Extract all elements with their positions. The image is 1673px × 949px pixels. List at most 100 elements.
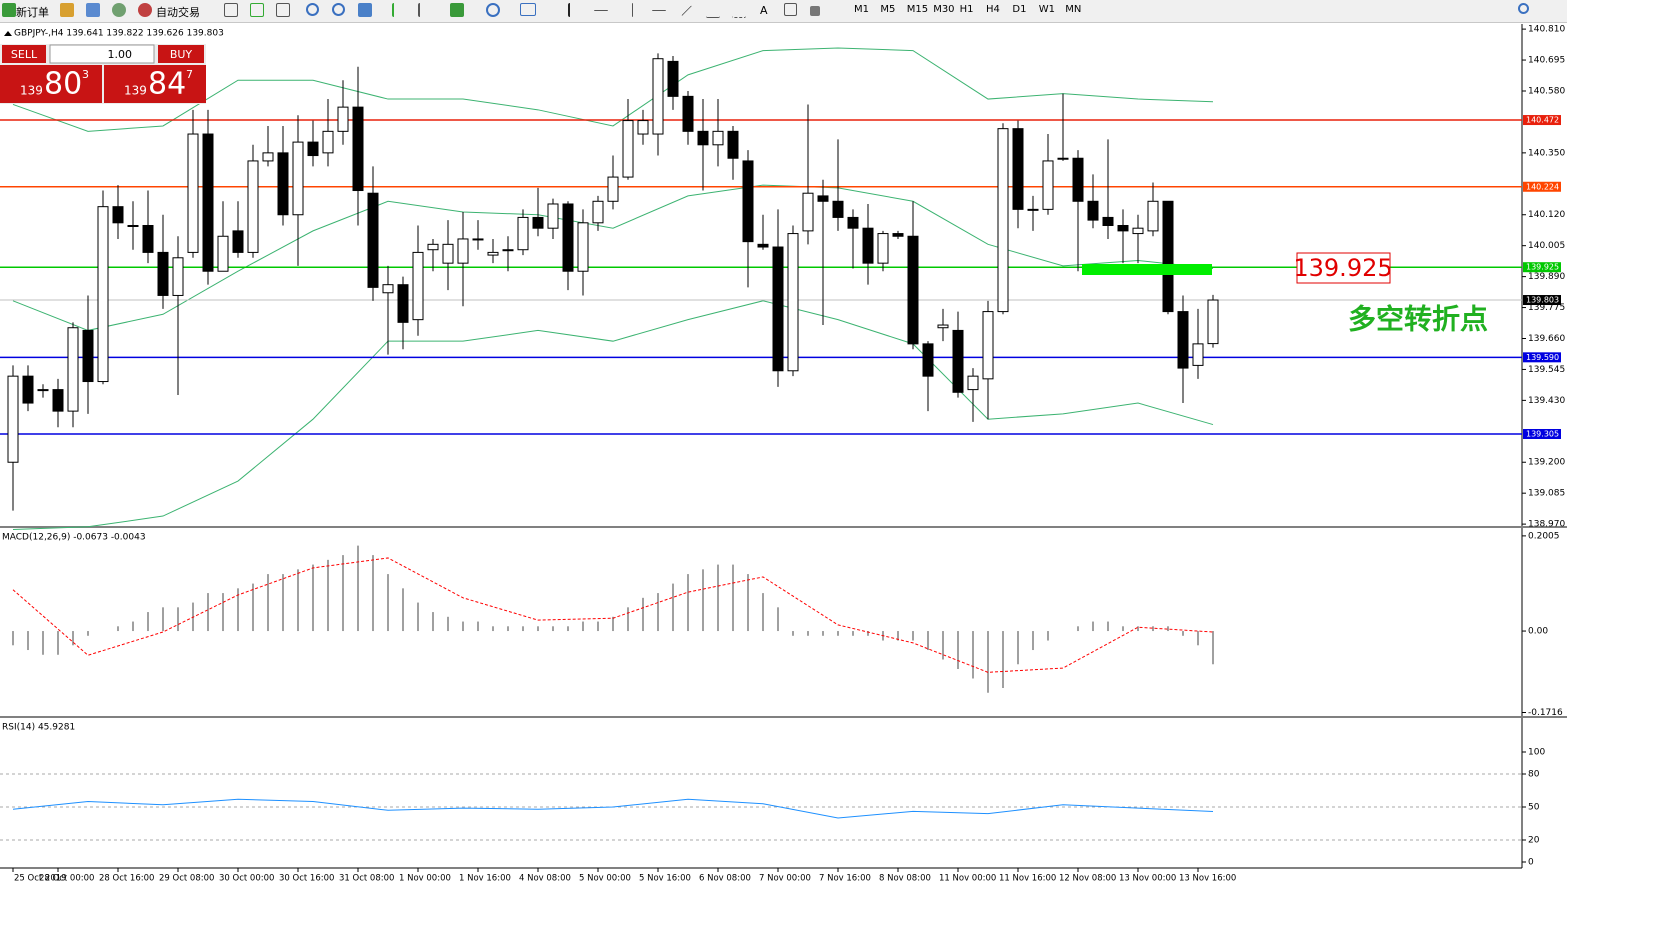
level-label: 139.925 <box>1526 263 1559 272</box>
buy-price-pips[interactable]: 84 <box>148 67 186 102</box>
lots[interactable]: 1.00 <box>108 48 133 61</box>
candle-body <box>652 58 664 135</box>
buy-price-box[interactable] <box>104 65 206 103</box>
annotation-text: 多空转折点 <box>1348 303 1488 336</box>
period-button[interactable]: M15 <box>906 4 929 15</box>
candle-body <box>757 243 769 248</box>
hline[interactable] <box>652 10 666 12</box>
lots-input[interactable] <box>49 44 155 64</box>
indicators[interactable] <box>450 3 464 17</box>
candle-body <box>457 238 469 264</box>
x-tick-label: 30 Oct 00:00 <box>219 874 274 884</box>
templates[interactable] <box>520 3 536 16</box>
search[interactable] <box>1518 3 1529 14</box>
y-tick-label: 139.775 <box>1528 303 1565 313</box>
zoom-out[interactable] <box>332 3 345 16</box>
auto-trading[interactable]: 自动交易 <box>156 6 200 19</box>
zoom-in[interactable] <box>306 3 319 16</box>
plot-layer: 140.810 140.695 140.580 140.350 140.120 140.0… <box>0 25 1565 884</box>
sell-price-box[interactable] <box>0 65 102 103</box>
candle-body <box>577 222 589 272</box>
candle-body <box>1147 200 1159 232</box>
candle-body <box>862 227 874 264</box>
y-tick-label: 140.580 <box>1528 86 1565 96</box>
period-button[interactable]: H4 <box>986 4 1000 15</box>
candle-body <box>592 200 604 224</box>
collapse-arrow <box>4 31 12 36</box>
candle-body <box>922 343 934 377</box>
tool-icon[interactable] <box>358 3 372 17</box>
candle-body <box>1177 311 1189 369</box>
cursor[interactable] <box>568 3 578 17</box>
candle-body <box>907 235 919 345</box>
x-tick-label: 28 Oct 00:00 <box>39 874 94 884</box>
tool-icon[interactable] <box>392 3 404 17</box>
candle-body <box>1162 200 1174 313</box>
candle-body <box>892 233 904 237</box>
label-tool[interactable] <box>784 3 797 16</box>
tool-icon[interactable] <box>112 3 126 17</box>
tool-icon[interactable] <box>60 3 74 17</box>
crosshair[interactable] <box>594 10 608 12</box>
channel[interactable] <box>706 3 720 18</box>
y-tick-label: 139.660 <box>1528 334 1565 344</box>
candle-body <box>247 160 259 253</box>
candle-body <box>142 224 154 253</box>
y-tick-label: 0.2005 <box>1528 531 1560 541</box>
candle-body <box>682 95 694 132</box>
tool-icon[interactable] <box>276 3 290 17</box>
buy-price-frac[interactable]: 7 <box>186 68 193 81</box>
y-tick-label: 100 <box>1528 748 1545 758</box>
candle-body <box>187 133 199 253</box>
buy-price-big[interactable]: 139 <box>124 84 147 98</box>
candle-body <box>157 251 169 296</box>
macd-signal <box>12 557 1214 673</box>
period-button[interactable]: W1 <box>1038 4 1056 15</box>
period-button[interactable]: D1 <box>1012 4 1027 15</box>
candle-body <box>292 141 304 216</box>
sell-price-frac[interactable]: 3 <box>82 68 89 81</box>
auto-trading-icon[interactable] <box>138 3 152 17</box>
period-button[interactable]: H1 <box>959 4 974 15</box>
candle-body <box>727 130 739 159</box>
sell-price-big[interactable]: 139 <box>20 84 43 98</box>
period-button[interactable]: MN <box>1065 4 1082 15</box>
candle-body <box>547 203 559 229</box>
period-button[interactable]: M30 <box>933 4 955 15</box>
vline[interactable] <box>632 3 634 17</box>
period-button[interactable]: M1 <box>854 4 869 15</box>
fibo[interactable] <box>732 3 746 18</box>
tool-icon[interactable] <box>224 3 238 17</box>
tool-icon[interactable] <box>250 3 264 17</box>
text-tool[interactable]: A <box>760 4 768 17</box>
new-order[interactable]: 新订单 <box>16 6 49 19</box>
buy-label[interactable]: BUY <box>170 48 193 61</box>
arrows[interactable] <box>810 6 820 16</box>
y-tick-label: 0 <box>1528 858 1534 868</box>
main-title: GBPJPY-,H4 139.641 139.822 139.626 139.8… <box>14 29 224 39</box>
candle-body <box>307 141 319 157</box>
tool-icon[interactable] <box>86 3 100 17</box>
sell-label[interactable]: SELL <box>11 48 38 61</box>
candle-body <box>517 216 529 251</box>
new-order-icon[interactable] <box>2 3 16 17</box>
tool-icon[interactable] <box>418 3 430 17</box>
candle-body <box>277 152 289 216</box>
x-tick-label: 8 Nov 08:00 <box>879 874 931 884</box>
period-button[interactable]: M5 <box>880 4 896 15</box>
y-tick-label: -0.1716 <box>1528 708 1563 718</box>
periods-menu[interactable] <box>486 3 500 17</box>
candle-body <box>232 230 244 253</box>
x-tick-label: 30 Oct 16:00 <box>279 874 334 884</box>
buy-button[interactable] <box>158 45 204 63</box>
turning-bar <box>1082 264 1212 275</box>
candle-body <box>967 375 979 391</box>
y-tick-label: 50 <box>1528 803 1540 813</box>
x-tick-label: 13 Nov 00:00 <box>1119 874 1176 884</box>
candle-body <box>1042 160 1054 210</box>
candle-body <box>1117 224 1129 232</box>
sell-price-pips[interactable]: 80 <box>44 67 82 102</box>
sell-button[interactable] <box>2 45 46 63</box>
